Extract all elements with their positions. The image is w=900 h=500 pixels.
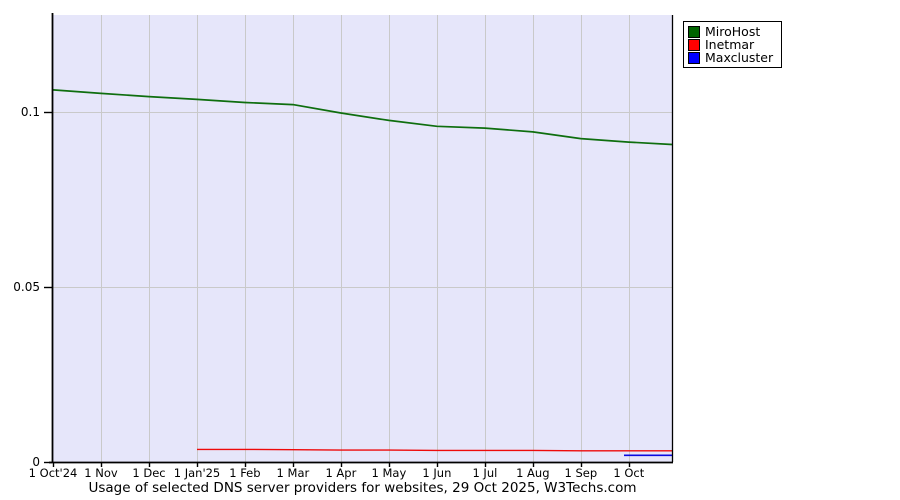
x-tick-label: 1 Oct'24 (28, 466, 78, 480)
x-tick-label: 1 Jul (472, 466, 498, 480)
x-tick-label: 1 Mar (276, 466, 310, 480)
x-tick-label: 1 Jun (422, 466, 452, 480)
x-tick-label: 1 Aug (516, 466, 550, 480)
x-tick-label: 1 Sep (564, 466, 598, 480)
legend-swatch-icon (688, 25, 700, 38)
x-tick-label: 1 Jan'25 (173, 466, 221, 480)
chart-caption: Usage of selected DNS server providers f… (88, 480, 637, 496)
series-line-mirohost (52, 89, 673, 146)
legend-item: MiroHost (688, 25, 773, 38)
y-tick-label: 0.1 (20, 105, 40, 119)
legend-swatch-icon (688, 38, 700, 51)
y-tick-label: 0 (32, 455, 40, 469)
x-tick-label: 1 Dec (132, 466, 166, 480)
x-tick-label: 1 Oct (613, 466, 645, 480)
legend-label: Inetmar (705, 37, 755, 52)
legend: MiroHost Inetmar Maxcluster (683, 21, 783, 68)
x-tick-label: 1 Apr (325, 466, 357, 480)
series-line-inetmar (197, 448, 672, 452)
legend-swatch-icon (688, 51, 700, 64)
y-tick-label: 0.05 (13, 280, 40, 294)
x-tick-label: 1 Feb (229, 466, 261, 480)
legend-label: MiroHost (705, 24, 761, 39)
legend-item: Inetmar (688, 38, 773, 51)
x-tick-label: 1 May (371, 466, 407, 480)
legend-item: Maxcluster (688, 51, 773, 64)
legend-label: Maxcluster (705, 50, 774, 65)
plot-area (53, 15, 672, 462)
x-tick-label: 1 Nov (84, 466, 118, 480)
